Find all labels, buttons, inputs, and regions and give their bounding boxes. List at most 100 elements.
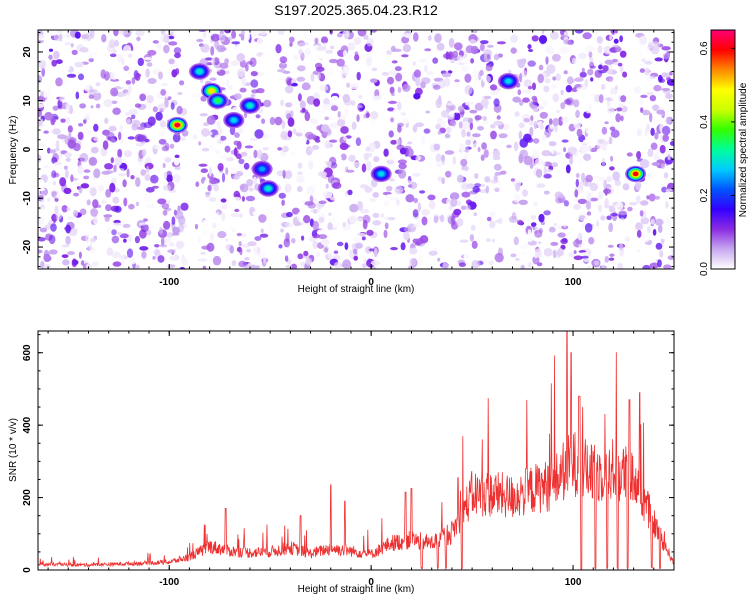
heatmap-speckle <box>365 112 370 118</box>
heatmap-speckle <box>510 34 518 43</box>
heatmap-speckle <box>415 77 421 87</box>
heatmap-speckle <box>293 152 300 159</box>
heatmap-speckle <box>307 134 317 140</box>
heatmap-speckle <box>556 110 560 114</box>
heatmap-speckle <box>493 53 500 61</box>
colorbar-label: Normalized spectral amplitude <box>738 82 749 217</box>
heatmap-speckle <box>250 93 256 98</box>
heatmap-speckle <box>400 242 406 251</box>
heatmap-speckle <box>604 188 608 196</box>
heatmap-speckle <box>115 168 125 172</box>
heatmap-speckle <box>86 199 91 206</box>
heatmap-speckle <box>134 235 140 244</box>
heatmap-speckle <box>413 197 419 204</box>
heatmap-speckle <box>62 194 72 202</box>
heatmap-speckle <box>201 147 210 152</box>
heatmap-speckle <box>224 145 231 153</box>
heatmap-speckle <box>154 244 160 248</box>
heatmap-speckle <box>281 199 285 206</box>
heatmap-speckle <box>124 95 134 104</box>
heatmap-speckle <box>600 215 606 221</box>
heatmap-speckle <box>230 213 240 218</box>
heatmap-speckle <box>483 95 492 100</box>
heatmap-speckle <box>517 58 525 69</box>
heatmap-speckle <box>567 146 577 156</box>
heatmap-speckle <box>38 179 45 187</box>
heatmap-speckle <box>415 155 421 162</box>
heatmap-speckle <box>458 121 463 129</box>
heatmap-speckle <box>528 121 536 126</box>
heatmap-speckle <box>109 182 116 193</box>
y-tick-label: -10 <box>22 191 33 206</box>
heatmap-speckle <box>209 177 218 185</box>
heatmap-speckle <box>657 224 663 233</box>
heatmap-speckle <box>354 51 359 56</box>
heatmap-speckle <box>92 261 99 267</box>
heatmap-speckle <box>357 30 367 37</box>
heatmap-speckle <box>246 61 254 65</box>
heatmap-speckle <box>172 133 181 143</box>
heatmap-speckle <box>506 144 512 149</box>
heatmap-speckle <box>598 94 604 104</box>
heatmap-speckle <box>545 56 549 65</box>
heatmap-speckle <box>435 153 442 163</box>
heatmap-speckle <box>336 155 343 161</box>
heatmap-speckle <box>609 253 615 257</box>
heatmap-speckle <box>203 122 210 127</box>
heatmap-speckle <box>434 33 442 43</box>
heatmap-speckle <box>561 116 569 124</box>
heatmap-speckle <box>216 202 226 206</box>
heatmap-speckle <box>635 195 641 204</box>
heatmap-speckle <box>424 65 428 73</box>
heatmap-speckle <box>383 148 389 157</box>
heatmap-speckle <box>583 258 590 263</box>
heatmap-speckle <box>356 114 360 122</box>
heatmap-speckle <box>494 187 500 193</box>
heatmap-speckle <box>362 219 368 230</box>
heatmap-speckle <box>324 247 328 253</box>
heatmap-speckle <box>137 161 143 166</box>
heatmap-speckle <box>397 159 407 164</box>
heatmap-speckle <box>399 154 404 160</box>
heatmap-speckle <box>466 131 471 137</box>
heatmap-speckle <box>297 42 306 47</box>
heatmap-speckle <box>610 129 620 138</box>
heatmap-speckle <box>162 162 166 169</box>
heatmap-speckle <box>402 44 412 53</box>
heatmap-speckle <box>411 172 421 177</box>
heatmap-speckle <box>448 38 455 48</box>
heatmap-speckle <box>368 248 375 252</box>
heatmap-speckle <box>396 101 402 111</box>
heatmap-speckle <box>665 216 673 226</box>
heatmap-speckle <box>126 118 131 124</box>
heatmap-speckle <box>539 123 544 131</box>
heatmap-speckle <box>647 226 651 233</box>
heatmap-speckle <box>366 229 374 236</box>
heatmap-speckle <box>400 112 407 116</box>
heatmap-speckle <box>532 82 536 91</box>
heatmap-speckle <box>620 95 627 103</box>
heatmap-speckle <box>56 30 64 33</box>
heatmap-speckle <box>135 72 141 82</box>
heatmap-speckle <box>223 129 232 138</box>
heatmap-speckle <box>601 157 606 167</box>
heatmap-speckle <box>231 41 241 45</box>
heatmap-speckle <box>516 219 524 225</box>
heatmap-speckle <box>428 200 436 210</box>
heatmap-speckle <box>167 249 176 254</box>
heatmap-speckle <box>598 176 606 181</box>
heatmap-speckle <box>662 125 671 136</box>
heatmap-speckle <box>392 109 396 113</box>
heatmap-speckle <box>538 64 544 71</box>
heatmap-speckle <box>346 193 354 201</box>
heatmap-speckle <box>313 54 322 62</box>
heatmap-speckle <box>459 143 466 153</box>
heatmap-speckle <box>78 123 84 127</box>
heatmap-speckle <box>659 234 668 240</box>
heatmap-speckle <box>245 195 256 202</box>
heatmap-speckle <box>137 57 144 67</box>
heatmap-speckle <box>601 126 608 135</box>
heatmap-speckle <box>282 169 286 179</box>
heatmap-speckle <box>173 157 180 166</box>
